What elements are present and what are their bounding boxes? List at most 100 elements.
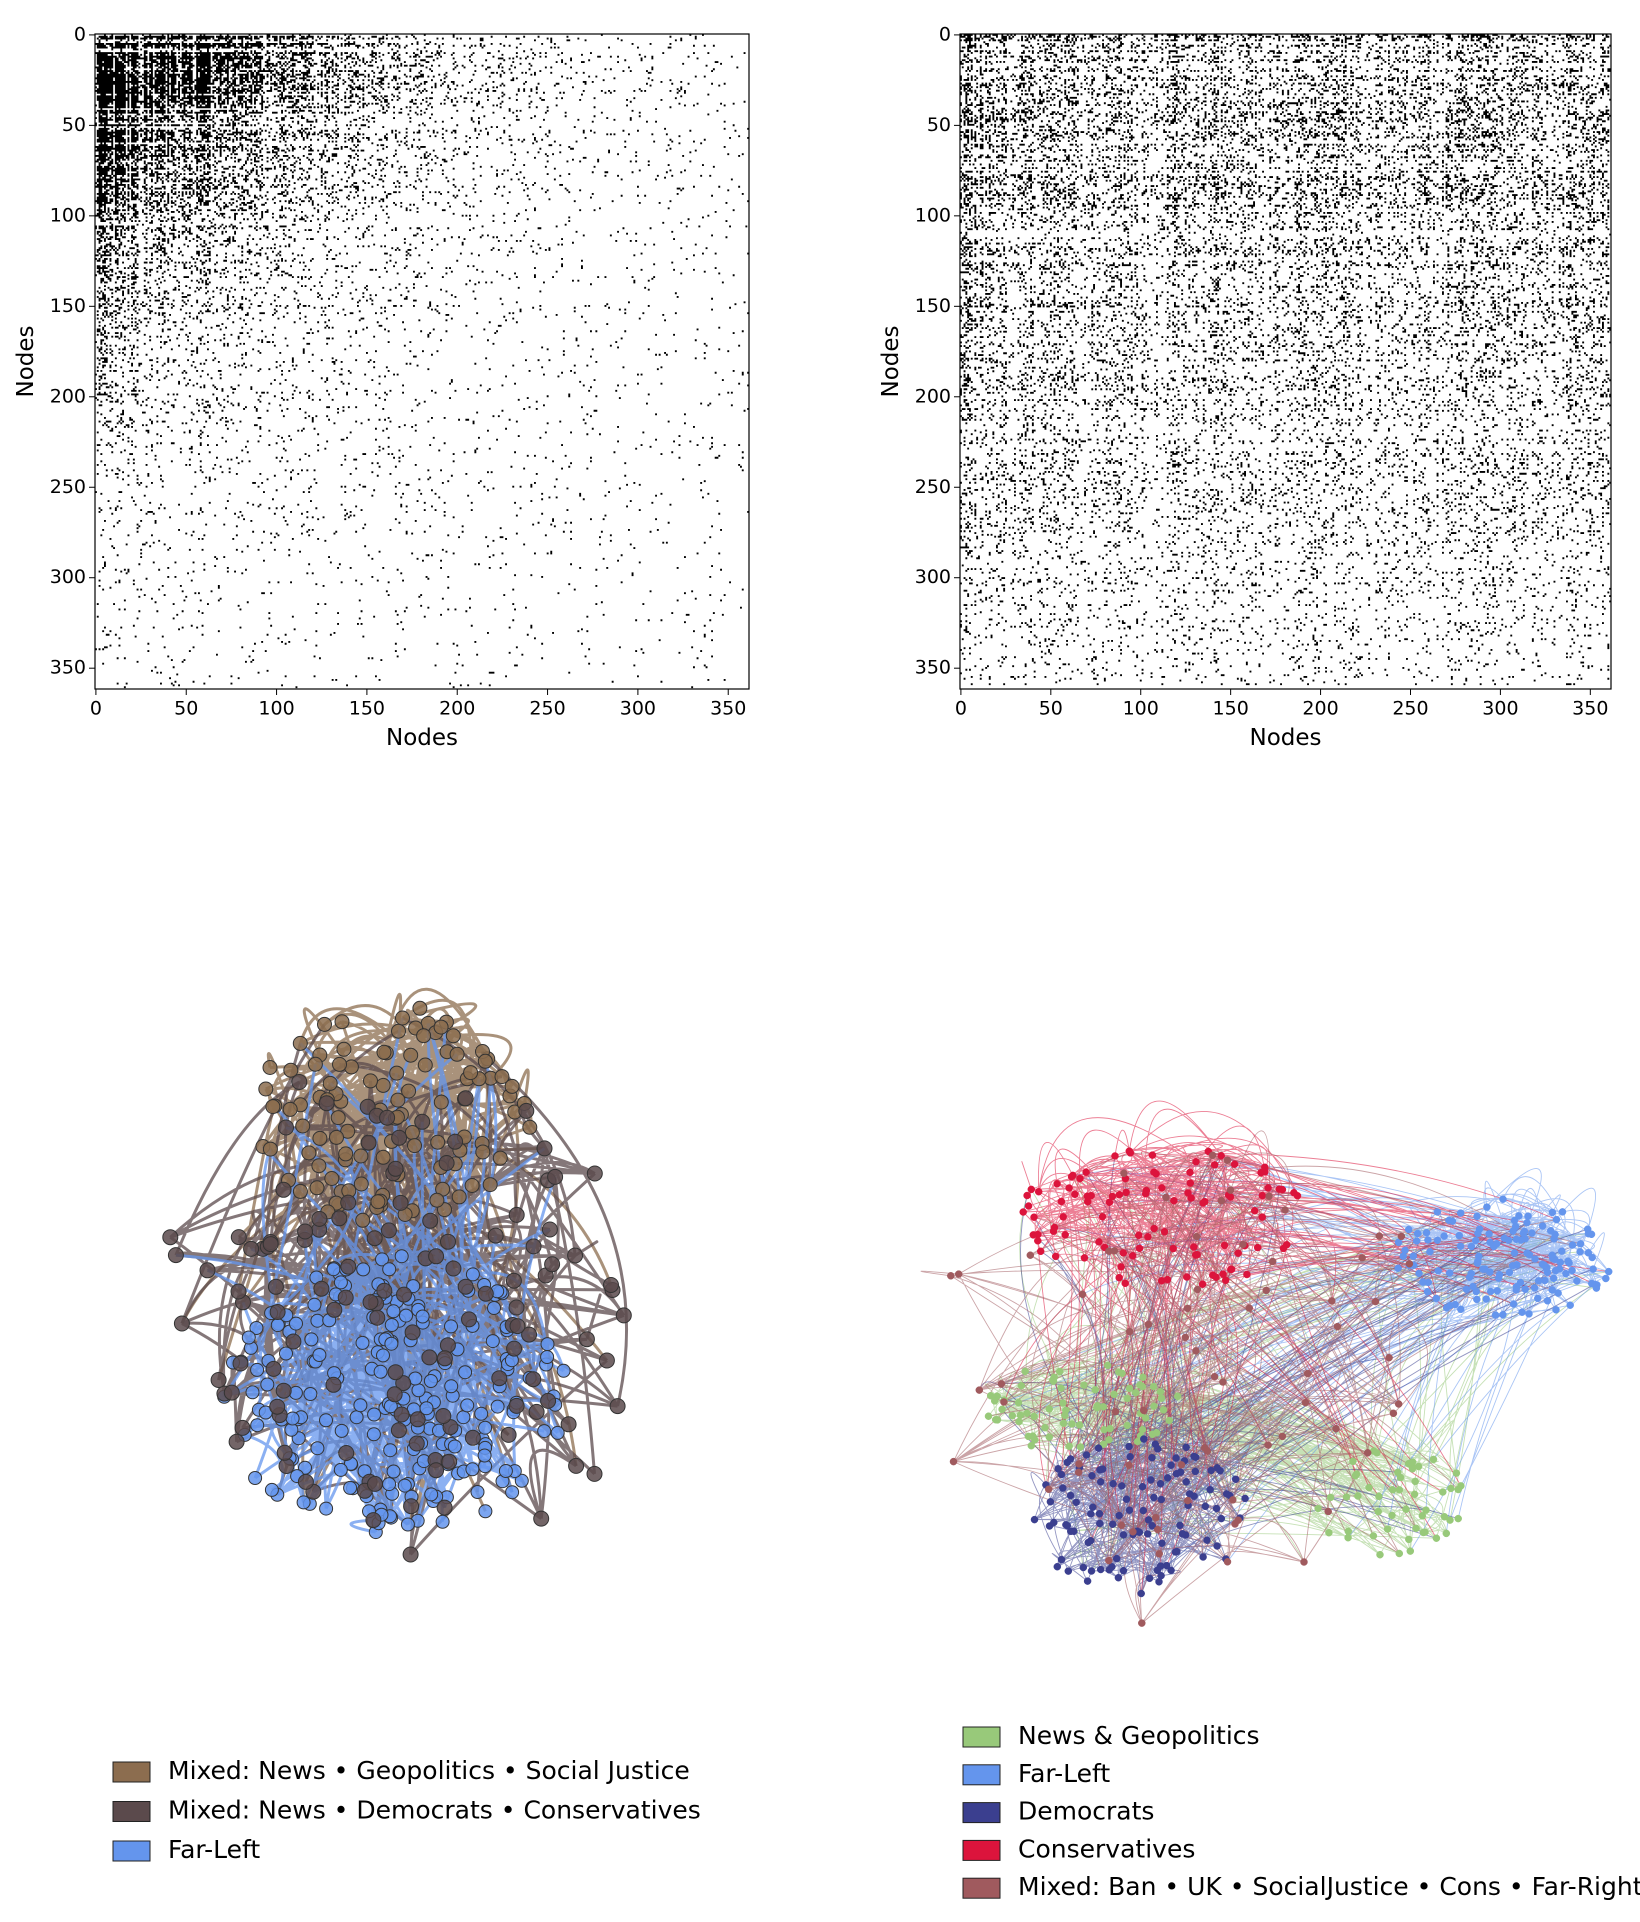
network-node (375, 1149, 391, 1165)
network-node (1573, 1277, 1581, 1285)
network-node (1109, 1479, 1117, 1488)
network-node (1222, 1490, 1231, 1498)
x-tick-label: 100 (258, 698, 294, 720)
legend-swatch (962, 1839, 1001, 1861)
network-node (1261, 1163, 1269, 1172)
network-node (333, 1462, 348, 1477)
network-node (1465, 1273, 1474, 1281)
network-node (1120, 1169, 1128, 1178)
network-node (1208, 1151, 1217, 1160)
network-node (1141, 1414, 1150, 1422)
network-node (387, 1364, 404, 1381)
network-node (285, 1333, 302, 1350)
network-node (336, 1041, 352, 1057)
network-node (1404, 1459, 1413, 1468)
network-node (1405, 1535, 1413, 1544)
network-node (414, 1113, 431, 1130)
network-node (326, 1262, 341, 1277)
network-node (1442, 1529, 1451, 1538)
network-node (1223, 1558, 1232, 1566)
network-node (317, 1016, 332, 1032)
network-node (395, 1375, 412, 1392)
network-node (228, 1433, 245, 1450)
x-tick-label: 0 (90, 698, 102, 720)
network-node (262, 1141, 278, 1157)
network-node (487, 1301, 501, 1315)
network-node (1148, 1151, 1157, 1159)
network-node (508, 1206, 525, 1223)
network-node (1583, 1225, 1592, 1233)
network-node (319, 1501, 334, 1516)
network-node (1053, 1180, 1061, 1188)
network-node (1122, 1188, 1130, 1197)
network-node (1067, 1173, 1076, 1181)
network-node (1282, 1241, 1291, 1249)
network-node (1118, 1482, 1126, 1490)
network-node (376, 1282, 393, 1299)
network-node (404, 1324, 421, 1341)
legend-swatch (962, 1726, 1001, 1748)
network-node (1482, 1295, 1490, 1303)
network-node (442, 1419, 459, 1436)
network-node (1479, 1265, 1487, 1273)
network-node (245, 1385, 260, 1400)
network-node (1333, 1322, 1342, 1331)
network-node (1509, 1300, 1518, 1308)
x-tick-label: 150 (349, 698, 385, 720)
network-node (1122, 1495, 1131, 1503)
network-node (1123, 1394, 1132, 1403)
network-node (475, 1144, 491, 1160)
network-node (447, 1133, 464, 1150)
y-tick-label: 300 (915, 566, 951, 588)
network-node (449, 1046, 465, 1062)
network-node (1083, 1577, 1092, 1585)
network-node (319, 1413, 333, 1428)
network-node (1552, 1215, 1561, 1224)
network-node (324, 1171, 340, 1186)
x-tick-label: 100 (1123, 698, 1159, 720)
network-node (470, 1485, 485, 1499)
network-node (1442, 1304, 1451, 1312)
network-node (1105, 1436, 1113, 1444)
network-node (353, 1398, 368, 1413)
network-node (429, 1192, 445, 1208)
network-node (1354, 1492, 1362, 1500)
network-node (332, 1056, 347, 1072)
network-node (1462, 1285, 1471, 1293)
x-axis-label: Nodes (386, 725, 458, 751)
network-node (1543, 1297, 1552, 1305)
network-node (1541, 1276, 1549, 1285)
network-node (1055, 1367, 1064, 1376)
network-node (461, 1311, 477, 1328)
network-node (509, 1318, 526, 1335)
network-node (1584, 1249, 1593, 1257)
network-node (250, 1362, 265, 1377)
network-node (318, 1095, 335, 1112)
x-tick-label: 150 (1213, 698, 1249, 720)
network-node (1096, 1565, 1105, 1574)
network-node (262, 1236, 279, 1253)
network-node (1135, 1244, 1144, 1253)
network-node (477, 1053, 493, 1069)
network-node (241, 1330, 256, 1345)
network-node (1138, 1382, 1147, 1391)
network-node (310, 1441, 325, 1456)
network-node (326, 1301, 343, 1318)
network-node (1268, 1257, 1277, 1266)
network-node (1145, 1574, 1154, 1583)
network-node (1144, 1516, 1153, 1524)
network-node (1548, 1286, 1556, 1294)
network-node (1029, 1432, 1037, 1440)
network-node (1059, 1484, 1067, 1492)
network-node (1534, 1294, 1542, 1303)
network-node (428, 1462, 445, 1479)
network-node (1332, 1424, 1340, 1433)
network-node (1126, 1453, 1134, 1461)
network-node (375, 1077, 391, 1093)
y-tick-label: 300 (50, 566, 86, 588)
network-node (275, 1181, 292, 1198)
network-node (1212, 1504, 1221, 1513)
network-node (435, 1514, 450, 1529)
network-node (1030, 1515, 1039, 1524)
network-node (1429, 1455, 1438, 1464)
